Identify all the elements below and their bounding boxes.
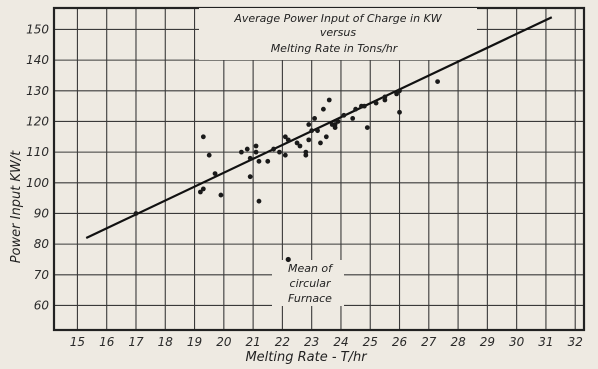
data-point — [256, 198, 262, 204]
data-point — [285, 137, 291, 143]
data-point — [200, 186, 206, 192]
x-tick-label: 31 — [538, 335, 553, 349]
title-line-1: Average Power Input of Charge in KW — [233, 12, 442, 25]
y-tick-label: 110 — [26, 145, 49, 159]
y-tick-label: 90 — [34, 206, 50, 220]
data-point — [198, 189, 203, 195]
data-point — [256, 158, 262, 164]
x-tick-label: 15 — [70, 335, 85, 349]
data-point — [335, 119, 341, 124]
data-point — [297, 143, 303, 149]
annotation-background — [272, 260, 344, 306]
data-point — [318, 140, 323, 146]
data-point — [364, 125, 370, 130]
y-axis-ticks: 60 70 80 90 100 110 120 130 140 150 — [26, 22, 49, 312]
data-point — [397, 109, 402, 115]
x-tick-label: 19 — [187, 335, 202, 349]
data-point — [244, 146, 250, 152]
data-marks — [85, 16, 553, 263]
data-point — [361, 103, 367, 109]
x-tick-label: 25 — [363, 335, 378, 349]
x-tick-label: 29 — [480, 335, 495, 349]
x-tick-label: 30 — [509, 335, 525, 349]
data-point — [247, 174, 253, 180]
data-point — [282, 134, 288, 140]
chart-title: Average Power Input of Charge in KW vers… — [199, 8, 477, 60]
x-tick-label: 27 — [421, 335, 437, 349]
x-tick-label: 16 — [99, 335, 115, 349]
x-tick-label: 21 — [245, 335, 260, 349]
data-point — [133, 211, 139, 216]
annotation-line-3: Furnace — [288, 292, 332, 305]
data-point — [306, 137, 312, 143]
data-point — [373, 100, 379, 106]
data-point — [323, 134, 329, 140]
data-point — [350, 116, 356, 121]
x-tick-label: 24 — [333, 335, 348, 349]
data-point — [277, 149, 282, 155]
x-tick-label: 17 — [128, 335, 144, 349]
data-point — [294, 140, 300, 146]
y-tick-label: 60 — [34, 298, 50, 312]
x-tick-label: 28 — [450, 335, 466, 349]
data-point — [271, 146, 277, 152]
data-point — [265, 158, 271, 164]
x-axis-label: Melting Rate - T/hr — [245, 350, 368, 365]
data-point — [341, 112, 347, 118]
y-tick-label: 140 — [26, 53, 49, 67]
data-point — [353, 106, 359, 112]
title-line-3: Melting Rate in Tons/hr — [271, 42, 399, 55]
y-tick-label: 100 — [26, 176, 49, 190]
data-point — [397, 88, 402, 94]
y-tick-label: 120 — [26, 114, 49, 128]
x-tick-label: 32 — [568, 335, 583, 349]
data-point — [212, 171, 218, 177]
data-point — [253, 149, 259, 155]
annotation-mean-circular-furnace: Mean of circular Furnace — [272, 260, 344, 306]
x-tick-label: 23 — [304, 335, 319, 349]
data-point — [320, 106, 326, 112]
x-tick-label: 18 — [158, 335, 174, 349]
data-point — [315, 128, 320, 134]
x-tick-label: 26 — [392, 335, 408, 349]
annotation-line-1: Mean of — [288, 262, 334, 275]
data-point — [282, 152, 288, 158]
data-point — [309, 128, 315, 134]
data-point — [332, 122, 338, 127]
trend-line — [85, 16, 553, 239]
data-point — [382, 94, 388, 100]
data-point — [218, 192, 224, 198]
data-point — [206, 152, 212, 158]
data-point — [326, 97, 332, 103]
x-axis-ticks: 15 16 17 18 19 20 21 22 23 24 25 26 27 28 29 30 31 32 — [70, 335, 583, 349]
x-tick-label: 22 — [275, 335, 290, 349]
y-tick-label: 130 — [26, 84, 49, 98]
x-tick-label: 20 — [216, 335, 232, 349]
data-point — [247, 155, 253, 161]
title-line-2: versus — [320, 26, 357, 39]
title-background — [199, 8, 477, 60]
data-point — [306, 122, 312, 127]
annotation-line-2: circular — [290, 277, 332, 290]
data-point — [435, 79, 440, 84]
data-point — [200, 134, 206, 140]
data-point — [394, 91, 399, 97]
data-point — [303, 149, 309, 155]
y-tick-label: 70 — [34, 268, 50, 282]
data-point — [239, 149, 244, 155]
annotation-point — [285, 256, 291, 263]
y-tick-label: 150 — [26, 22, 49, 36]
data-point — [312, 116, 318, 121]
data-point — [253, 143, 259, 149]
y-axis-label: Power Input KW/t — [9, 150, 24, 263]
y-tick-label: 80 — [34, 237, 50, 251]
